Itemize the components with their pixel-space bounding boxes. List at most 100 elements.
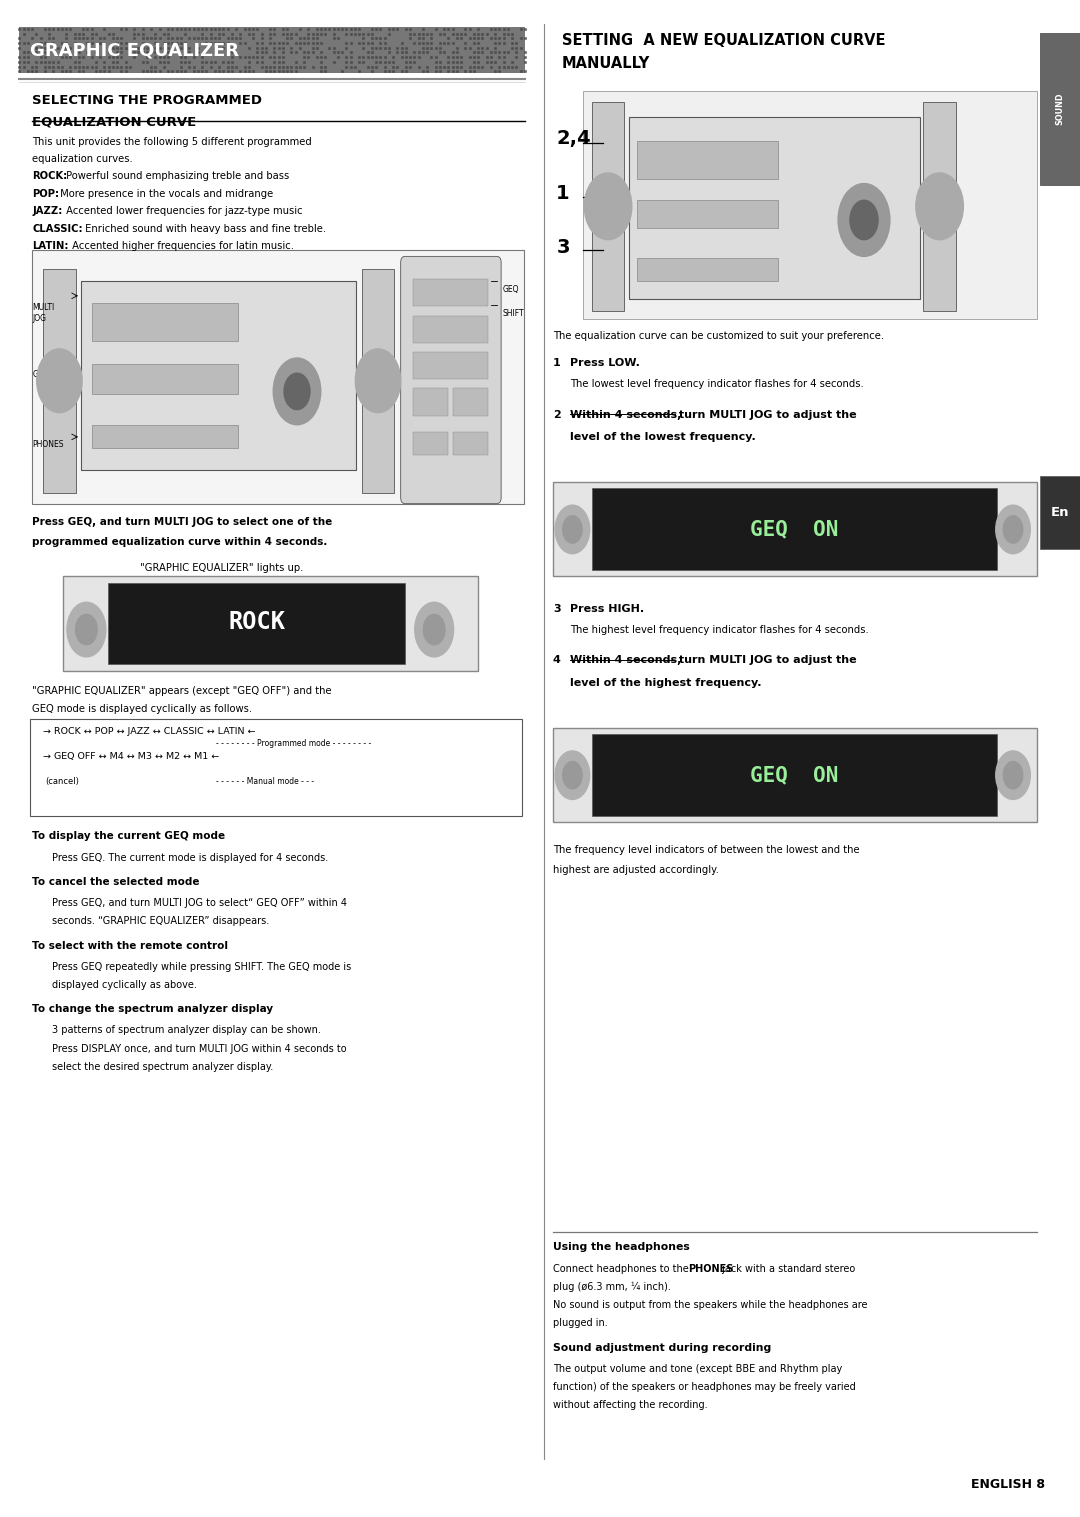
Text: The equalization curve can be customized to suit your preference.: The equalization curve can be customized… [553,331,885,341]
Text: Press GEQ, and turn MULTI JOG to select one of the: Press GEQ, and turn MULTI JOG to select … [32,517,333,528]
Text: GRAPHIC EQUALIZER: GRAPHIC EQUALIZER [30,41,240,59]
FancyBboxPatch shape [1040,476,1080,549]
Circle shape [37,349,82,413]
FancyBboxPatch shape [923,102,956,311]
Text: level of the highest frequency.: level of the highest frequency. [570,678,761,689]
Text: 4: 4 [553,655,561,666]
Text: turn MULTI JOG to adjust the: turn MULTI JOG to adjust the [675,410,856,420]
FancyBboxPatch shape [413,279,488,306]
Circle shape [555,505,590,554]
Circle shape [996,505,1030,554]
Circle shape [563,516,582,543]
Text: Press HIGH.: Press HIGH. [570,604,645,614]
FancyBboxPatch shape [30,719,522,816]
FancyBboxPatch shape [453,432,488,455]
FancyBboxPatch shape [1040,33,1080,185]
FancyBboxPatch shape [592,488,997,570]
Text: 3: 3 [556,238,570,258]
Text: The highest level frequency indicator flashes for 4 seconds.: The highest level frequency indicator fl… [570,625,869,636]
FancyBboxPatch shape [453,388,488,416]
Circle shape [850,200,878,240]
Text: Connect headphones to the: Connect headphones to the [553,1264,692,1274]
FancyBboxPatch shape [413,432,448,455]
Circle shape [273,358,321,425]
Text: SELECTING THE PROGRAMMED: SELECTING THE PROGRAMMED [32,94,262,108]
Text: Within 4 seconds,: Within 4 seconds, [570,655,681,666]
Text: GEQ: GEQ [502,285,518,294]
Text: No sound is output from the speakers while the headphones are: No sound is output from the speakers whi… [553,1300,867,1311]
Circle shape [67,602,106,657]
Text: function) of the speakers or headphones may be freely varied: function) of the speakers or headphones … [553,1382,855,1393]
Text: POP:: POP: [32,188,59,199]
Circle shape [555,751,590,799]
Text: → GEQ OFF ↔ M4 ↔ M3 ↔ M2 ↔ M1 ←: → GEQ OFF ↔ M4 ↔ M3 ↔ M2 ↔ M1 ← [43,752,219,762]
Circle shape [584,173,632,240]
FancyBboxPatch shape [32,250,524,504]
FancyBboxPatch shape [637,258,778,281]
Text: displayed cyclically as above.: displayed cyclically as above. [52,980,197,991]
Text: Press GEQ repeatedly while pressing SHIFT. The GEQ mode is: Press GEQ repeatedly while pressing SHIF… [52,962,351,972]
FancyBboxPatch shape [19,27,525,73]
FancyBboxPatch shape [108,583,405,664]
Text: MANUALLY: MANUALLY [562,56,650,71]
FancyBboxPatch shape [592,102,624,311]
Text: SHIFT: SHIFT [502,309,524,319]
FancyBboxPatch shape [92,364,238,394]
FancyBboxPatch shape [43,269,76,493]
Text: "GRAPHIC EQUALIZER" lights up.: "GRAPHIC EQUALIZER" lights up. [140,563,303,573]
Text: Powerful sound emphasizing treble and bass: Powerful sound emphasizing treble and ba… [63,171,289,182]
FancyBboxPatch shape [92,303,238,341]
Text: equalization curves.: equalization curves. [32,153,133,164]
FancyBboxPatch shape [629,117,920,299]
Text: PHONES: PHONES [688,1264,733,1274]
Text: Enriched sound with heavy bass and fine treble.: Enriched sound with heavy bass and fine … [82,223,326,234]
Text: The frequency level indicators of between the lowest and the: The frequency level indicators of betwee… [553,845,860,856]
Text: ENGLISH 8: ENGLISH 8 [971,1478,1045,1491]
Text: 3 patterns of spectrum analyzer display can be shown.: 3 patterns of spectrum analyzer display … [52,1025,321,1036]
Text: ROCK:: ROCK: [32,171,68,182]
Text: More presence in the vocals and midrange: More presence in the vocals and midrange [57,188,273,199]
Text: GEQ mode is displayed cyclically as follows.: GEQ mode is displayed cyclically as foll… [32,704,253,715]
Text: To change the spectrum analyzer display: To change the spectrum analyzer display [32,1004,273,1015]
FancyBboxPatch shape [92,425,238,448]
Text: JAZZ:: JAZZ: [32,206,63,217]
Text: "GRAPHIC EQUALIZER" appears (except "GEQ OFF") and the: "GRAPHIC EQUALIZER" appears (except "GEQ… [32,686,332,696]
Text: To select with the remote control: To select with the remote control [32,941,228,951]
Text: turn MULTI JOG to adjust the: turn MULTI JOG to adjust the [675,655,856,666]
Text: MULTI
JOG: MULTI JOG [32,303,55,323]
FancyBboxPatch shape [81,281,356,470]
Text: → ROCK ↔ POP ↔ JAZZ ↔ CLASSIC ↔ LATIN ←: → ROCK ↔ POP ↔ JAZZ ↔ CLASSIC ↔ LATIN ← [43,727,256,736]
FancyBboxPatch shape [63,576,478,671]
Text: LATIN:: LATIN: [32,241,69,252]
Circle shape [1003,516,1023,543]
Text: level of the lowest frequency.: level of the lowest frequency. [570,432,756,443]
Text: without affecting the recording.: without affecting the recording. [553,1400,707,1411]
Text: The output volume and tone (except BBE and Rhythm play: The output volume and tone (except BBE a… [553,1364,842,1374]
Text: Press GEQ. The current mode is displayed for 4 seconds.: Press GEQ. The current mode is displayed… [52,853,328,863]
Text: plugged in.: plugged in. [553,1318,608,1329]
Circle shape [76,614,97,645]
FancyBboxPatch shape [413,316,488,343]
Text: EQUALIZATION CURVE: EQUALIZATION CURVE [32,115,197,129]
FancyBboxPatch shape [637,141,778,179]
Text: To display the current GEQ mode: To display the current GEQ mode [32,831,226,842]
FancyBboxPatch shape [401,256,501,504]
Text: The lowest level frequency indicator flashes for 4 seconds.: The lowest level frequency indicator fla… [570,379,864,390]
FancyBboxPatch shape [553,482,1037,576]
Text: Sound adjustment during recording: Sound adjustment during recording [553,1343,771,1353]
Text: Press LOW.: Press LOW. [570,358,640,369]
Circle shape [284,373,310,410]
Text: CLASSIC:: CLASSIC: [32,223,83,234]
Text: seconds. “GRAPHIC EQUALIZER” disappears.: seconds. “GRAPHIC EQUALIZER” disappears. [52,916,269,927]
FancyBboxPatch shape [553,728,1037,822]
Text: To cancel the selected mode: To cancel the selected mode [32,877,200,887]
Text: select the desired spectrum analyzer display.: select the desired spectrum analyzer dis… [52,1062,273,1073]
Circle shape [355,349,401,413]
Text: ROCK: ROCK [228,610,285,634]
Text: plug (ø6.3 mm, ¼ inch).: plug (ø6.3 mm, ¼ inch). [553,1282,671,1292]
Circle shape [1003,762,1023,789]
Text: This unit provides the following 5 different programmed: This unit provides the following 5 diffe… [32,137,312,147]
Text: highest are adjusted accordingly.: highest are adjusted accordingly. [553,865,719,875]
FancyBboxPatch shape [362,269,394,493]
Text: Accented higher frequencies for latin music.: Accented higher frequencies for latin mu… [69,241,295,252]
